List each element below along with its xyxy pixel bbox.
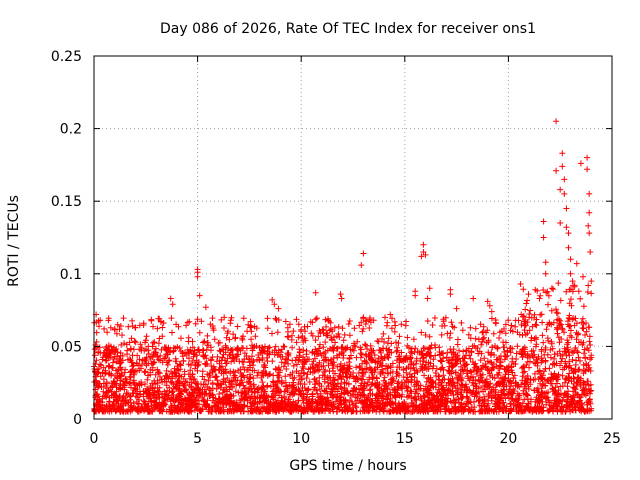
x-axis-label: GPS time / hours: [289, 458, 406, 474]
roti-data-markers: [91, 118, 595, 415]
x-tick-label: 10: [292, 431, 310, 447]
y-tick-label: 0: [73, 412, 82, 428]
y-tick-label: 0.2: [60, 122, 82, 138]
y-tick-label: 0.05: [51, 339, 82, 355]
axis-ticks: [93, 55, 613, 420]
x-tick-label: 0: [90, 431, 99, 447]
x-tick-labels: 0 5 10 15 20 25: [90, 431, 621, 447]
chart-title: Day 086 of 2026, Rate Of TEC Index for r…: [160, 21, 536, 37]
plot-frame: [93, 55, 613, 420]
grid-lines: [94, 56, 612, 419]
y-tick-labels: 0 0.05 0.1 0.15 0.2 0.25: [51, 49, 82, 428]
y-tick-label: 0.15: [51, 194, 82, 210]
y-tick-label: 0.25: [51, 49, 82, 65]
y-axis-label: ROTI / TECUs: [6, 195, 22, 287]
x-tick-label: 15: [396, 431, 414, 447]
x-tick-label: 5: [193, 431, 202, 447]
x-tick-label: 25: [603, 431, 621, 447]
scatter-points: [91, 118, 595, 415]
x-tick-label: 20: [499, 431, 517, 447]
y-tick-label: 0.1: [60, 267, 82, 283]
